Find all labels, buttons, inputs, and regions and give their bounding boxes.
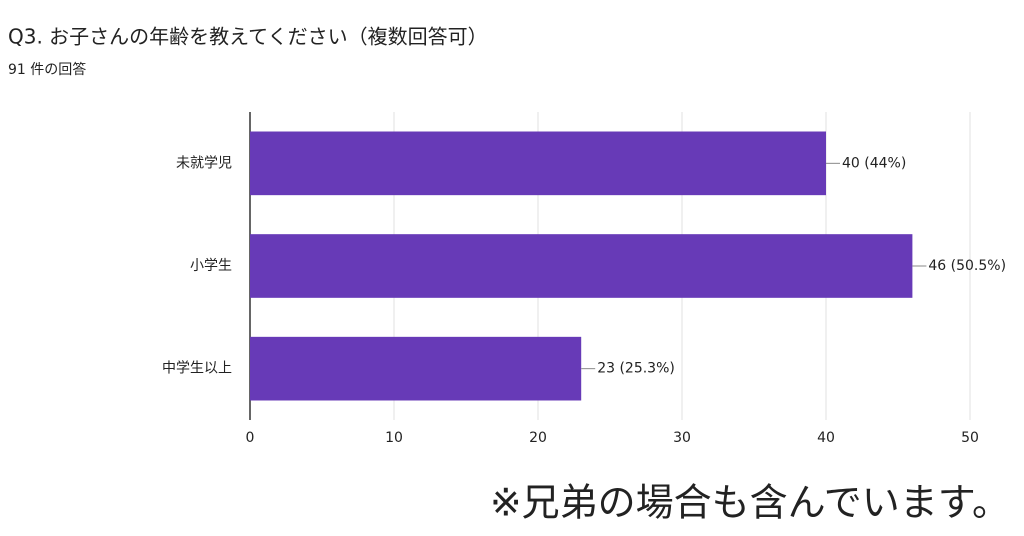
x-tick-label: 30	[673, 430, 691, 446]
value-label: 40 (44%)	[842, 155, 906, 171]
x-tick-label: 20	[529, 430, 547, 446]
y-tick-label: 小学生	[190, 258, 232, 274]
value-label: 23 (25.3%)	[597, 361, 675, 377]
x-tick-label: 10	[385, 430, 403, 446]
y-tick-label: 未就学児	[176, 155, 232, 171]
bar	[250, 336, 582, 401]
annotation: ※兄弟の場合も含んでいます。	[490, 481, 1010, 525]
chart-subtitle: 91 件の回答	[8, 61, 86, 78]
y-tick-label: 中学生以上	[162, 361, 232, 377]
bar	[250, 131, 826, 196]
chart-title: Q3. お子さんの年齢を教えてください（複数回答可）	[8, 25, 488, 49]
x-tick-label: 40	[817, 430, 835, 446]
value-label: 46 (50.5%)	[928, 258, 1006, 274]
bar	[250, 234, 913, 298]
x-tick-label: 0	[246, 430, 255, 446]
x-tick-label: 50	[961, 430, 979, 446]
